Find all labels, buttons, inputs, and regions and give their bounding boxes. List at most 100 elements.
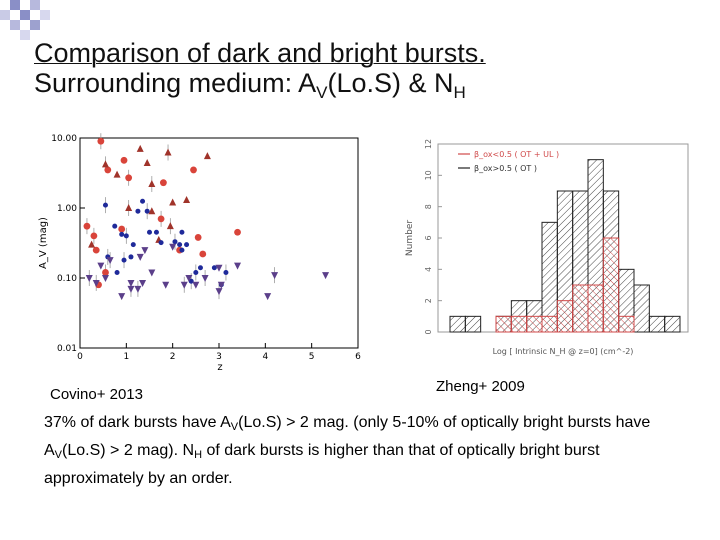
scatter-point-red-circle [125, 174, 133, 182]
scatter-point-red-circle [199, 250, 207, 258]
scatter-chart: 10.00 1.00 0.10 0.010 1 2 3 4 5 6 A_V (mag) z [38, 133, 361, 373]
scatter-point-red-circle [190, 166, 197, 174]
scatter-point-purple-triangle [106, 257, 114, 265]
scatter-point-blue-circle [179, 247, 185, 253]
scatter-ytick-label: 10.00 [51, 134, 77, 144]
scatter-xlabel: z [217, 362, 222, 373]
histogram-ytick-label: 4 [424, 267, 433, 272]
scatter-point-blue-circle [223, 269, 229, 275]
scatter-point-red-circle [160, 179, 167, 187]
scatter-point-red-circle [194, 234, 202, 241]
legend-entry-black: β_ox>0.5 ( OT ) [474, 164, 537, 173]
scatter-point-red-circle [120, 156, 128, 164]
scatter-point-purple-triangle [127, 285, 135, 293]
scatter-point-red-circle [157, 215, 165, 223]
title-line-2: Surrounding medium: AV(Lo.S) & NH [34, 68, 466, 102]
scatter-point-blue-circle [184, 242, 190, 248]
scatter-point-red-triangle [166, 222, 174, 230]
scatter-point-purple-triangle [180, 281, 188, 289]
scatter-point-red-triangle [101, 160, 109, 168]
scatter-point-red-triangle [169, 198, 177, 206]
scatter-point-blue-circle [130, 242, 136, 248]
histogram-bar-red [495, 315, 512, 333]
histogram-bar-red [541, 315, 558, 333]
scatter-point-blue-circle [147, 229, 152, 235]
scatter-point-red-circle [118, 225, 126, 233]
scatter-point-purple-triangle [85, 275, 93, 282]
scatter-point-blue-circle [211, 265, 217, 271]
scatter-point-red-circle [97, 137, 105, 145]
scatter-point-red-triangle [143, 158, 151, 166]
scatter-point-red-circle [83, 222, 91, 230]
scatter-point-red-triangle [183, 196, 191, 204]
scatter-point-blue-circle [188, 278, 194, 284]
scatter-ytick-label: 0.10 [57, 274, 77, 284]
scatter-point-blue-circle [172, 239, 178, 245]
scatter-xtick-label: 0 [77, 352, 83, 362]
scatter-point-red-triangle [125, 204, 133, 211]
scatter-point-purple-triangle [217, 281, 225, 289]
scatter-xtick-label: 1 [123, 352, 129, 362]
histogram-bar-red [602, 237, 620, 333]
scatter-point-blue-circle [112, 223, 118, 229]
histogram-chart: 0 2 4 6 8 10 12 β_ox<0.5 ( OT + UL ) β_ox>0.5 … [405, 139, 689, 356]
histogram-ytick-label: 0 [424, 329, 433, 334]
scatter-point-purple-triangle [92, 279, 100, 287]
scatter-point-purple-triangle [162, 281, 170, 289]
histogram-bar-black [541, 221, 558, 333]
scatter-point-red-triangle [113, 170, 121, 178]
scatter-point-blue-circle [193, 269, 199, 275]
histogram-ytick-label: 8 [424, 204, 433, 209]
slide-title: Comparison of dark and bright bursts. Su… [34, 38, 486, 108]
scatter-point-purple-triangle [127, 279, 135, 287]
scatter-point-blue-circle [177, 242, 183, 248]
scatter-point-blue-circle [102, 202, 108, 208]
corner-decoration [0, 0, 80, 50]
scatter-point-purple-triangle [215, 288, 223, 296]
histogram-ytick-label: 10 [424, 170, 433, 180]
scatter-point-purple-triangle [192, 281, 200, 289]
body-paragraph: 37% of dark bursts have AV(Lo.S) > 2 mag… [44, 414, 651, 487]
histogram-ytick-label: 2 [424, 298, 433, 303]
left-figure-caption: Covino+ 2013 [50, 386, 143, 403]
histogram-ylabel: Number [405, 220, 415, 256]
histogram-xlabel: Log [ Intrinsic N_H @ z=0] (cm^-2) [493, 347, 634, 356]
legend-entry-red: β_ox<0.5 ( OT + UL ) [474, 150, 559, 159]
scatter-point-blue-circle [114, 269, 120, 275]
scatter-point-red-triangle [203, 152, 211, 160]
histogram-bar-black [648, 315, 666, 333]
scatter-point-purple-triangle [322, 272, 330, 280]
histogram-bar-black [633, 284, 650, 333]
histogram-bar-red [526, 315, 543, 333]
scatter-point-purple-triangle [118, 293, 126, 301]
scatter-point-blue-circle [179, 229, 185, 235]
scatter-point-blue-circle [119, 231, 125, 237]
right-figure-caption: Zheng+ 2009 [436, 378, 525, 395]
scatter-point-blue-circle [144, 208, 150, 214]
scatter-point-purple-triangle [185, 275, 193, 282]
scatter-point-red-circle [90, 232, 98, 240]
scatter-point-purple-triangle [101, 275, 109, 282]
scatter-point-red-circle [102, 269, 109, 276]
scatter-xtick-label: 3 [216, 352, 222, 362]
histogram-bar-black [449, 315, 466, 333]
scatter-point-purple-triangle [169, 243, 177, 251]
scatter-point-blue-circle [158, 240, 164, 246]
scatter-point-blue-circle [123, 233, 129, 239]
scatter-point-blue-circle [135, 208, 141, 214]
scatter-point-blue-circle [197, 265, 203, 271]
histogram-ytick-label: 12 [424, 139, 433, 149]
histogram-bar-red [556, 300, 574, 333]
scatter-ytick-label: 1.00 [57, 204, 77, 214]
scatter-xtick-label: 2 [170, 352, 176, 362]
histogram-bar-black [464, 315, 482, 333]
scatter-point-purple-triangle [134, 285, 142, 293]
scatter-point-red-triangle [164, 148, 172, 156]
scatter-point-red-circle [234, 228, 241, 236]
histogram-bar-red [510, 315, 528, 333]
histogram-bar-black [664, 315, 681, 333]
scatter-point-purple-triangle [139, 279, 147, 287]
scatter-point-red-triangle [88, 240, 96, 248]
scatter-point-blue-circle [140, 198, 146, 204]
scatter-point-purple-triangle [234, 262, 242, 270]
